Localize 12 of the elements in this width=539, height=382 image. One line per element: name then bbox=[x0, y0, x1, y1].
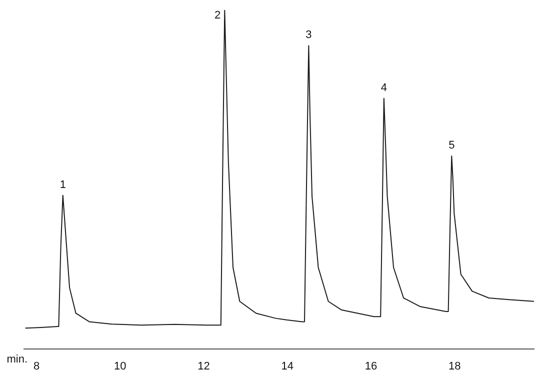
x-tick-label: 18 bbox=[448, 360, 461, 372]
annotation: 1 bbox=[60, 178, 66, 191]
annotation: 2 bbox=[214, 10, 221, 22]
x-tick-label: 14 bbox=[281, 360, 294, 372]
annotation: 4 bbox=[380, 82, 387, 94]
annotation: 3 bbox=[306, 29, 312, 42]
annotation: 5 bbox=[448, 140, 455, 152]
x-tick-label: 10 bbox=[114, 360, 126, 372]
x-axis-title: min. bbox=[6, 353, 28, 366]
x-tick-label: 16 bbox=[364, 360, 378, 372]
x-tick-label: 12 bbox=[198, 360, 210, 372]
x-tick-label: 8 bbox=[33, 360, 40, 372]
